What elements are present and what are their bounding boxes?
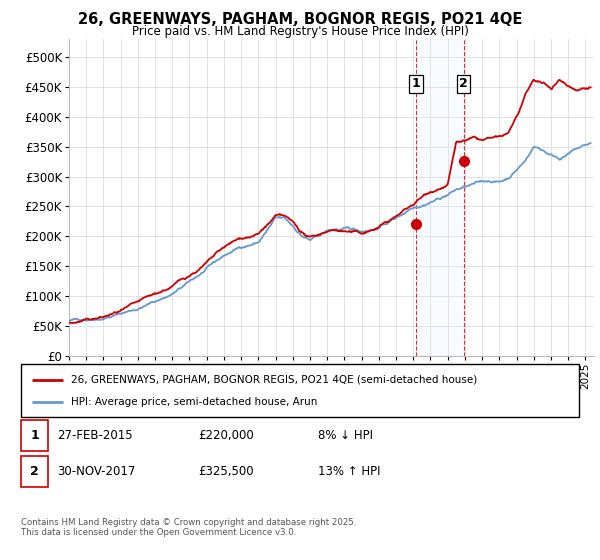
- Text: 2: 2: [30, 465, 39, 478]
- Text: 8% ↓ HPI: 8% ↓ HPI: [318, 429, 373, 442]
- Text: 27-FEB-2015: 27-FEB-2015: [57, 429, 133, 442]
- Text: 1: 1: [30, 429, 39, 442]
- Text: 26, GREENWAYS, PAGHAM, BOGNOR REGIS, PO21 4QE (semi-detached house): 26, GREENWAYS, PAGHAM, BOGNOR REGIS, PO2…: [71, 375, 478, 385]
- Text: 13% ↑ HPI: 13% ↑ HPI: [318, 465, 380, 478]
- Text: HPI: Average price, semi-detached house, Arun: HPI: Average price, semi-detached house,…: [71, 397, 317, 407]
- Text: 2: 2: [459, 77, 468, 91]
- Text: 30-NOV-2017: 30-NOV-2017: [57, 465, 136, 478]
- Text: Price paid vs. HM Land Registry's House Price Index (HPI): Price paid vs. HM Land Registry's House …: [131, 25, 469, 38]
- Text: 26, GREENWAYS, PAGHAM, BOGNOR REGIS, PO21 4QE: 26, GREENWAYS, PAGHAM, BOGNOR REGIS, PO2…: [78, 12, 522, 27]
- Bar: [416, 39, 464, 356]
- Text: £325,500: £325,500: [198, 465, 254, 478]
- Text: £220,000: £220,000: [198, 429, 254, 442]
- Text: Contains HM Land Registry data © Crown copyright and database right 2025.
This d: Contains HM Land Registry data © Crown c…: [21, 518, 356, 538]
- Text: 1: 1: [412, 77, 420, 91]
